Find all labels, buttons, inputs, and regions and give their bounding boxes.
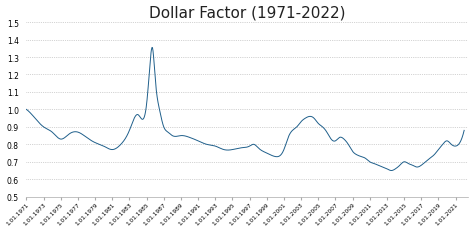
Title: Dollar Factor (1971-2022): Dollar Factor (1971-2022) — [149, 6, 346, 21]
